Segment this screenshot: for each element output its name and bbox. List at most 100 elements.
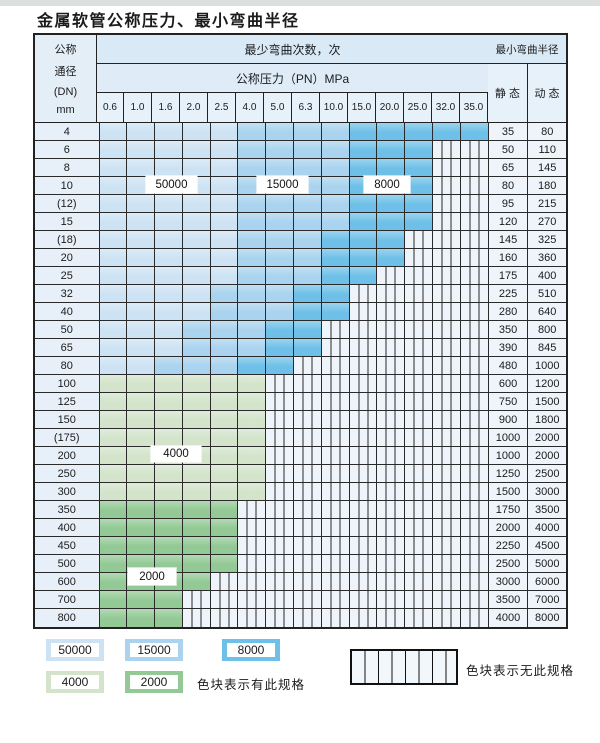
grid-cell bbox=[405, 537, 434, 555]
grid-cell bbox=[433, 465, 461, 483]
pressure-col-header: 1.0 bbox=[124, 93, 152, 122]
grid-cell bbox=[460, 285, 489, 303]
grid-cell bbox=[433, 393, 461, 411]
dn-header-cell: 公称 通径 (DN) mm bbox=[35, 35, 97, 122]
grid-cell bbox=[377, 357, 406, 375]
grid-cell bbox=[349, 267, 378, 285]
grid-cell bbox=[266, 591, 295, 609]
table-row: 350 1750 3500 bbox=[35, 501, 567, 519]
grid-cell bbox=[377, 483, 406, 501]
grid-cell bbox=[99, 339, 128, 357]
cycle-count-label: 8000 bbox=[364, 176, 410, 193]
static-value-cell: 350 bbox=[488, 321, 529, 339]
static-value-cell: 1500 bbox=[488, 483, 529, 501]
dynamic-value-cell: 325 bbox=[528, 231, 567, 249]
grid-cell bbox=[210, 447, 239, 465]
grid-cell bbox=[349, 375, 378, 393]
grid-cell bbox=[294, 357, 322, 375]
grid-cell bbox=[99, 519, 128, 537]
dynamic-value-cell: 400 bbox=[528, 267, 567, 285]
grid-cell bbox=[294, 339, 322, 357]
grid-cell bbox=[405, 321, 434, 339]
dynamic-value-cell: 7000 bbox=[528, 591, 567, 609]
grid-cell bbox=[266, 537, 295, 555]
grid-cell bbox=[182, 609, 211, 627]
dynamic-value-cell: 110 bbox=[528, 141, 567, 159]
grid-cell bbox=[294, 141, 322, 159]
grid-cell bbox=[266, 123, 295, 141]
grid-cell bbox=[182, 393, 211, 411]
grid-cell bbox=[155, 357, 183, 375]
grid-cell bbox=[321, 177, 350, 195]
grid-cell bbox=[377, 501, 406, 519]
table-row: (18) 145 325 bbox=[35, 231, 567, 249]
grid-cell bbox=[405, 501, 434, 519]
grid-cell bbox=[210, 321, 239, 339]
grid-cell bbox=[460, 249, 489, 267]
grid-cell bbox=[99, 573, 128, 591]
grid-cell bbox=[377, 609, 406, 627]
grid-cell bbox=[210, 501, 239, 519]
dn-label-cell: (175) bbox=[35, 429, 100, 447]
grid-cell bbox=[155, 159, 183, 177]
dynamic-value-cell: 4000 bbox=[528, 519, 567, 537]
grid-cell bbox=[155, 375, 183, 393]
grid-cell bbox=[321, 465, 350, 483]
grid-cell bbox=[210, 609, 239, 627]
grid-cell bbox=[433, 321, 461, 339]
grid-cell bbox=[349, 339, 378, 357]
grid-cell bbox=[238, 555, 267, 573]
grid-cell bbox=[294, 609, 322, 627]
grid-cell bbox=[238, 231, 267, 249]
static-value-cell: 1000 bbox=[488, 429, 529, 447]
grid-cell bbox=[266, 393, 295, 411]
pressure-col-header: 25.0 bbox=[404, 93, 432, 122]
grid-cell bbox=[266, 195, 295, 213]
dynamic-value-cell: 3500 bbox=[528, 501, 567, 519]
grid-cell bbox=[460, 159, 489, 177]
grid-cell bbox=[349, 429, 378, 447]
grid-cell bbox=[127, 519, 156, 537]
grid-cell bbox=[377, 321, 406, 339]
dn-label-cell: 400 bbox=[35, 519, 100, 537]
dn-label-cell: 450 bbox=[35, 537, 100, 555]
grid-cell bbox=[433, 285, 461, 303]
grid-cell bbox=[433, 267, 461, 285]
grid-cell bbox=[127, 429, 156, 447]
grid-cell bbox=[349, 411, 378, 429]
grid-cell bbox=[266, 429, 295, 447]
grid-cell bbox=[377, 195, 406, 213]
legend-color-block: 2000 bbox=[125, 671, 183, 693]
grid-cell bbox=[405, 411, 434, 429]
grid-cell bbox=[210, 555, 239, 573]
grid-cell bbox=[349, 159, 378, 177]
grid-cell bbox=[433, 411, 461, 429]
legend-color-block: 8000 bbox=[222, 639, 280, 661]
grid-cell bbox=[266, 357, 295, 375]
grid-cell bbox=[238, 321, 267, 339]
grid-cell bbox=[405, 555, 434, 573]
legend-block-label: 8000 bbox=[227, 643, 275, 657]
grid-cell bbox=[238, 411, 267, 429]
pressure-col-header: 5.0 bbox=[264, 93, 292, 122]
grid-cell bbox=[460, 123, 489, 141]
grid-cell bbox=[321, 483, 350, 501]
grid-cell bbox=[294, 465, 322, 483]
grid-cell bbox=[294, 429, 322, 447]
grid-cell bbox=[321, 267, 350, 285]
grid-cell bbox=[266, 339, 295, 357]
grid-cell bbox=[321, 303, 350, 321]
grid-cell bbox=[238, 123, 267, 141]
grid-cell bbox=[294, 447, 322, 465]
grid-cell bbox=[238, 501, 267, 519]
table-row: (175) 1000 2000 bbox=[35, 429, 567, 447]
grid-cell bbox=[433, 213, 461, 231]
static-value-cell: 35 bbox=[488, 123, 529, 141]
grid-cell bbox=[99, 321, 128, 339]
grid-cell bbox=[433, 123, 461, 141]
grid-cell bbox=[321, 141, 350, 159]
grid-cell bbox=[182, 357, 211, 375]
grid-cell bbox=[127, 609, 156, 627]
dn-header-line: 公称 bbox=[54, 44, 77, 57]
grid-cell bbox=[210, 375, 239, 393]
